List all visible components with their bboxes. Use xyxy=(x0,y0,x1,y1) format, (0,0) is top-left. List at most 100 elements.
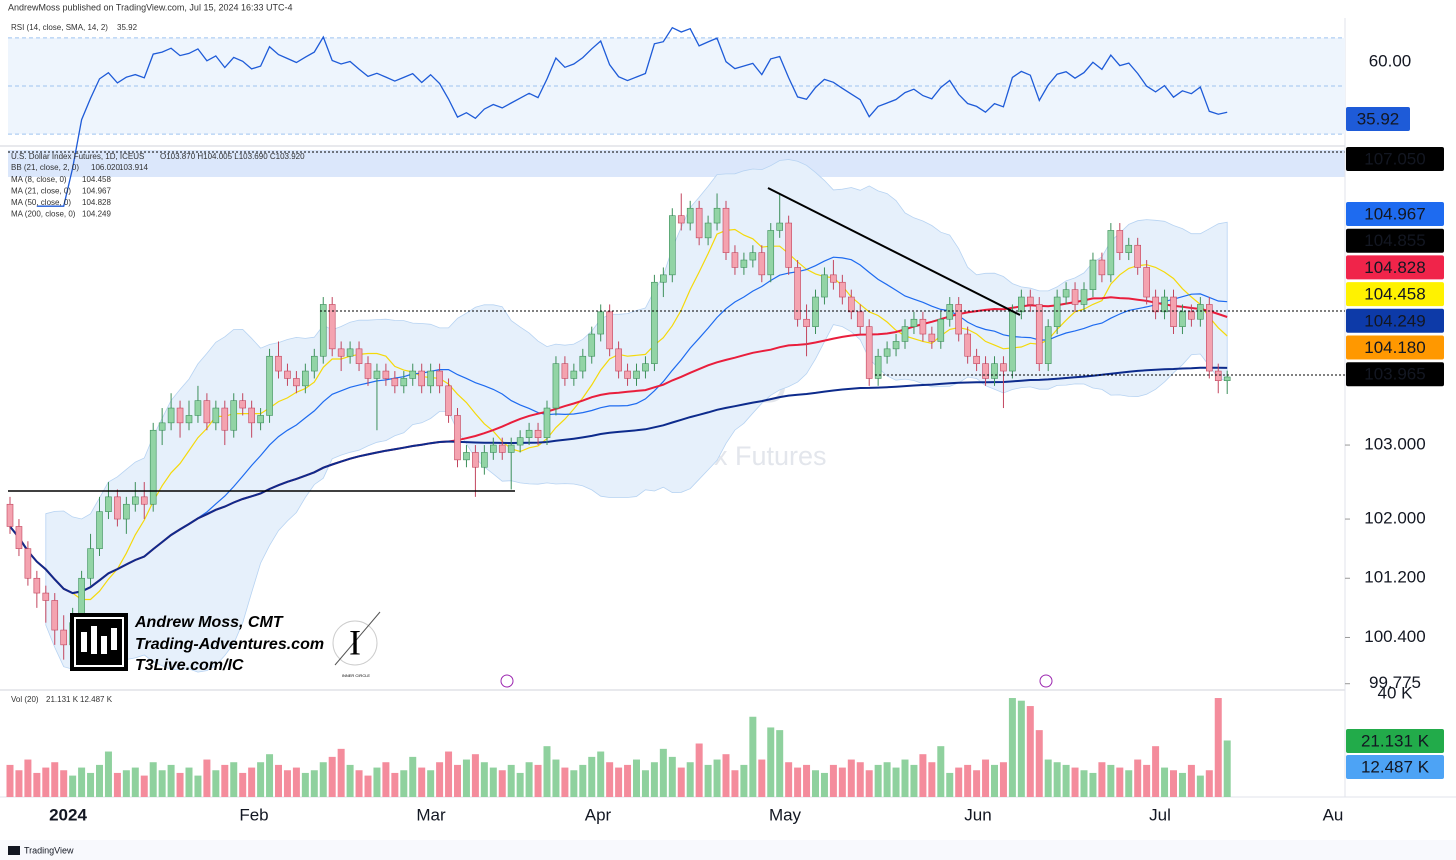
candle-body xyxy=(1053,296,1061,327)
candle-body xyxy=(239,400,246,409)
legend-title: U.S. Dollar Index Futures, 1D, ICEUS xyxy=(11,152,144,161)
candle-body xyxy=(1000,363,1007,372)
candle-body xyxy=(758,252,766,276)
candle-body xyxy=(910,318,918,327)
volume-bar xyxy=(24,759,32,797)
volume-bar xyxy=(731,770,739,797)
volume-bar xyxy=(767,727,775,797)
moving-average xyxy=(9,366,1228,595)
candle-body xyxy=(704,222,712,239)
volume-bar xyxy=(856,762,864,797)
legend-value: 12.487 K xyxy=(80,695,113,704)
volume-bar xyxy=(1196,775,1204,797)
legend-band xyxy=(8,150,1345,177)
volume-bar xyxy=(597,751,605,797)
candle-body xyxy=(230,400,238,431)
legend-value: 106.020 xyxy=(91,163,120,172)
volume-bar xyxy=(248,767,256,797)
volume-bar xyxy=(445,751,453,797)
candle-body xyxy=(1035,304,1043,364)
candle-body xyxy=(105,496,112,512)
logo-frame xyxy=(74,617,124,667)
volume-bar xyxy=(579,764,587,797)
candle-body xyxy=(427,370,434,387)
volume-bar xyxy=(60,770,68,797)
candle-body xyxy=(328,304,336,350)
legend-bb: BB (21, close, 2, 0) xyxy=(11,163,79,172)
candle-body xyxy=(400,378,408,387)
volume-bar xyxy=(704,764,712,797)
volume-bar xyxy=(337,748,345,797)
candle-body xyxy=(821,274,828,298)
volume-bar xyxy=(257,762,265,797)
candle-body xyxy=(1125,244,1133,253)
candle-body xyxy=(606,311,613,350)
volume-bar xyxy=(847,759,855,797)
candle-body xyxy=(355,348,363,364)
volume-bar xyxy=(650,762,658,797)
y-tick-label: 40 K xyxy=(1378,683,1414,702)
logo-candle xyxy=(111,628,117,650)
volume-bar xyxy=(570,770,578,797)
candle-body xyxy=(686,207,694,224)
candle-body xyxy=(642,363,649,372)
volume-bar xyxy=(1017,700,1025,797)
candle-body xyxy=(660,274,667,283)
brand-link: T3Live.com/IC xyxy=(135,657,244,674)
candle-body xyxy=(1116,230,1124,253)
candle-body xyxy=(275,355,282,372)
price-tag xyxy=(1346,147,1444,171)
candle-body xyxy=(543,407,551,438)
volume-bar xyxy=(641,770,649,797)
candle-body xyxy=(928,333,936,342)
rsi-tag xyxy=(1346,107,1410,131)
price-tag-label: 104.249 xyxy=(1364,311,1425,330)
candle-body xyxy=(713,207,721,224)
candle-body xyxy=(561,363,569,379)
candle-body xyxy=(1214,370,1222,381)
volume-bar xyxy=(973,770,981,797)
event-icon[interactable] xyxy=(1039,674,1053,688)
event-icon[interactable] xyxy=(500,674,514,688)
candle-body xyxy=(1009,311,1016,372)
x-tick-label: May xyxy=(769,805,802,824)
candle-body xyxy=(991,363,998,379)
candle-body xyxy=(1071,289,1079,305)
candle-body xyxy=(1080,289,1088,305)
volume-bar xyxy=(615,767,623,797)
volume-bar xyxy=(794,767,802,797)
candle-body xyxy=(803,318,810,327)
volume-bar xyxy=(525,762,533,797)
price-tag xyxy=(1346,282,1444,307)
candle-body xyxy=(552,363,560,409)
candle-body xyxy=(1062,289,1070,298)
volume-bar xyxy=(874,764,882,797)
candle-body xyxy=(60,629,68,646)
candle-body xyxy=(194,400,202,416)
volume-bar xyxy=(78,767,86,797)
price-tag xyxy=(1346,335,1444,360)
logo-circle xyxy=(332,620,378,666)
volume-bar xyxy=(1044,759,1052,797)
volume-bar xyxy=(883,762,891,797)
volume-bar xyxy=(1008,698,1016,797)
candle-body xyxy=(1107,230,1115,276)
logo-candle xyxy=(91,626,97,654)
volume-bar xyxy=(686,762,694,797)
volume-bar xyxy=(15,770,23,797)
candle-body xyxy=(221,407,229,431)
logo-candle xyxy=(101,636,107,654)
candle-body xyxy=(24,548,32,579)
volume-bar xyxy=(239,772,247,797)
volume-tag-label: 12.487 K xyxy=(1361,757,1430,776)
candle-body xyxy=(6,503,14,527)
volume-bar xyxy=(275,764,282,797)
candle-body xyxy=(919,318,927,335)
volume-bar xyxy=(436,762,444,797)
volume-bar xyxy=(633,759,640,797)
candle-body xyxy=(534,429,542,438)
rsi-tag-label: 35.92 xyxy=(1357,109,1400,128)
y-tick-label: 99.775 xyxy=(1369,673,1421,692)
moving-average xyxy=(9,256,1228,594)
